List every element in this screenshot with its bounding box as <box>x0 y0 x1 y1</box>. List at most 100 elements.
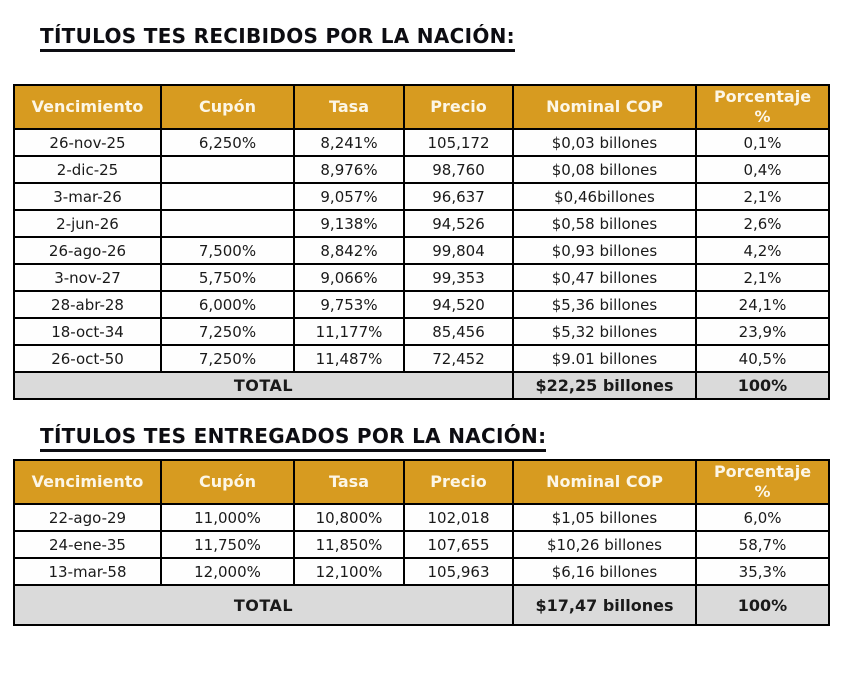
table-cell: 94,526 <box>403 209 514 238</box>
column-header: Cupón <box>160 84 295 130</box>
table-cell: 24-ene-35 <box>13 530 162 559</box>
table-row: 26-nov-25 6,250% 8,241% 105,172 $0,03 billon… <box>13 128 830 157</box>
table-cell: $0,46billones <box>512 182 697 211</box>
total-row: TOTAL $17,47 billones 100% <box>13 584 830 626</box>
table-cell: $0,08 billones <box>512 155 697 184</box>
table-cell <box>160 182 295 211</box>
total-row: TOTAL $22,25 billones 100% <box>13 371 830 400</box>
table-cell: 98,760 <box>403 155 514 184</box>
table-cell: 9,057% <box>293 182 405 211</box>
table-title-received-text: TÍTULOS TES RECIBIDOS POR LA NACIÓN: <box>40 25 515 52</box>
column-header: Vencimiento <box>13 84 162 130</box>
table-cell: 11,850% <box>293 530 405 559</box>
table-cell: $0,58 billones <box>512 209 697 238</box>
total-percentage-value: 100% <box>695 584 830 626</box>
table-cell: 6,000% <box>160 290 295 319</box>
table-cell: 8,241% <box>293 128 405 157</box>
table-cell: 0,1% <box>695 128 830 157</box>
table-row: 26-oct-50 7,250% 11,487% 72,452 $9.01 billon… <box>13 344 830 373</box>
table-row: 2-jun-26 9,138% 94,526 $0,58 billones 2,6% <box>13 209 830 238</box>
column-header: Nominal COP <box>512 84 697 130</box>
table-cell: $9.01 billones <box>512 344 697 373</box>
column-header: Precio <box>403 459 514 505</box>
table-cell: 9,138% <box>293 209 405 238</box>
column-header: Nominal COP <box>512 459 697 505</box>
table-cell: 99,353 <box>403 263 514 292</box>
table-row: 18-oct-34 7,250% 11,177% 85,456 $5,32 billon… <box>13 317 830 346</box>
table-cell: 72,452 <box>403 344 514 373</box>
table-body: 26-nov-25 6,250% 8,241% 105,172 $0,03 billon… <box>13 128 830 373</box>
table-cell: 2-jun-26 <box>13 209 162 238</box>
table-cell: 11,487% <box>293 344 405 373</box>
table-body: 22-ago-29 11,000% 10,800% 102,018 $1,05 bill… <box>13 503 830 586</box>
section-received: TÍTULOS TES RECIBIDOS POR LA NACIÓN: Ven… <box>0 24 846 400</box>
column-header: Vencimiento <box>13 459 162 505</box>
table-cell: 7,500% <box>160 236 295 265</box>
table-cell: 26-nov-25 <box>13 128 162 157</box>
table-cell: $0,03 billones <box>512 128 697 157</box>
table-cell: 2-dic-25 <box>13 155 162 184</box>
total-nominal-value: $22,25 billones <box>512 371 697 400</box>
table-row: 3-nov-27 5,750% 9,066% 99,353 $0,47 billones… <box>13 263 830 292</box>
table-cell: 3-mar-26 <box>13 182 162 211</box>
table-cell: $10,26 billones <box>512 530 697 559</box>
table-cell: 6,0% <box>695 503 830 532</box>
table-title-delivered: TÍTULOS TES ENTREGADOS POR LA NACIÓN: <box>40 424 846 452</box>
table-title-received: TÍTULOS TES RECIBIDOS POR LA NACIÓN: <box>40 24 846 52</box>
table-cell: 12,000% <box>160 557 295 586</box>
table-cell: $1,05 billones <box>512 503 697 532</box>
header-row: Vencimiento Cupón Tasa Precio Nominal COP Por… <box>13 84 830 130</box>
page: TÍTULOS TES RECIBIDOS POR LA NACIÓN: Ven… <box>0 24 846 692</box>
table-cell: 26-ago-26 <box>13 236 162 265</box>
table-cell: 26-oct-50 <box>13 344 162 373</box>
table-cell: 22-ago-29 <box>13 503 162 532</box>
table-cell: 2,1% <box>695 263 830 292</box>
table-row: 2-dic-25 8,976% 98,760 $0,08 billones 0,4% <box>13 155 830 184</box>
table-cell: 94,520 <box>403 290 514 319</box>
table-received: Vencimiento Cupón Tasa Precio Nominal COP Por… <box>13 84 830 400</box>
table-cell: 0,4% <box>695 155 830 184</box>
table-cell: 24,1% <box>695 290 830 319</box>
table-row: 13-mar-58 12,000% 12,100% 105,963 $6,16 bill… <box>13 557 830 586</box>
table-cell: 102,018 <box>403 503 514 532</box>
column-header: Tasa <box>293 84 405 130</box>
table-cell: 11,177% <box>293 317 405 346</box>
table-cell: 2,1% <box>695 182 830 211</box>
table-cell: 105,963 <box>403 557 514 586</box>
table-cell: $6,16 billones <box>512 557 697 586</box>
table-cell: 9,753% <box>293 290 405 319</box>
column-header: Tasa <box>293 459 405 505</box>
table-cell: 5,750% <box>160 263 295 292</box>
table-cell: 8,976% <box>293 155 405 184</box>
table-cell: $5,36 billones <box>512 290 697 319</box>
table-row: 28-abr-28 6,000% 9,753% 94,520 $5,36 billone… <box>13 290 830 319</box>
table-cell: 7,250% <box>160 317 295 346</box>
table-cell: 96,637 <box>403 182 514 211</box>
table-cell <box>160 155 295 184</box>
table-cell: 105,172 <box>403 128 514 157</box>
table-cell: 3-nov-27 <box>13 263 162 292</box>
table-cell: 99,804 <box>403 236 514 265</box>
total-label: TOTAL <box>13 584 514 626</box>
table-cell <box>160 209 295 238</box>
table-cell: 11,750% <box>160 530 295 559</box>
table-cell: 6,250% <box>160 128 295 157</box>
column-header: Cupón <box>160 459 295 505</box>
header-row: Vencimiento Cupón Tasa Precio Nominal COP Por… <box>13 459 830 505</box>
table-cell: $5,32 billones <box>512 317 697 346</box>
table-cell: 10,800% <box>293 503 405 532</box>
table-cell: 18-oct-34 <box>13 317 162 346</box>
table-cell: 23,9% <box>695 317 830 346</box>
table-cell: 107,655 <box>403 530 514 559</box>
section-delivered: TÍTULOS TES ENTREGADOS POR LA NACIÓN: Ve… <box>0 424 846 626</box>
table-row: 24-ene-35 11,750% 11,850% 107,655 $10,26 bil… <box>13 530 830 559</box>
table-cell: $0,47 billones <box>512 263 697 292</box>
table-cell: 35,3% <box>695 557 830 586</box>
table-cell: 8,842% <box>293 236 405 265</box>
total-label: TOTAL <box>13 371 514 400</box>
table-title-delivered-text: TÍTULOS TES ENTREGADOS POR LA NACIÓN: <box>40 425 547 452</box>
table-cell: 9,066% <box>293 263 405 292</box>
table-cell: 13-mar-58 <box>13 557 162 586</box>
table-cell: 11,000% <box>160 503 295 532</box>
table-cell: 85,456 <box>403 317 514 346</box>
